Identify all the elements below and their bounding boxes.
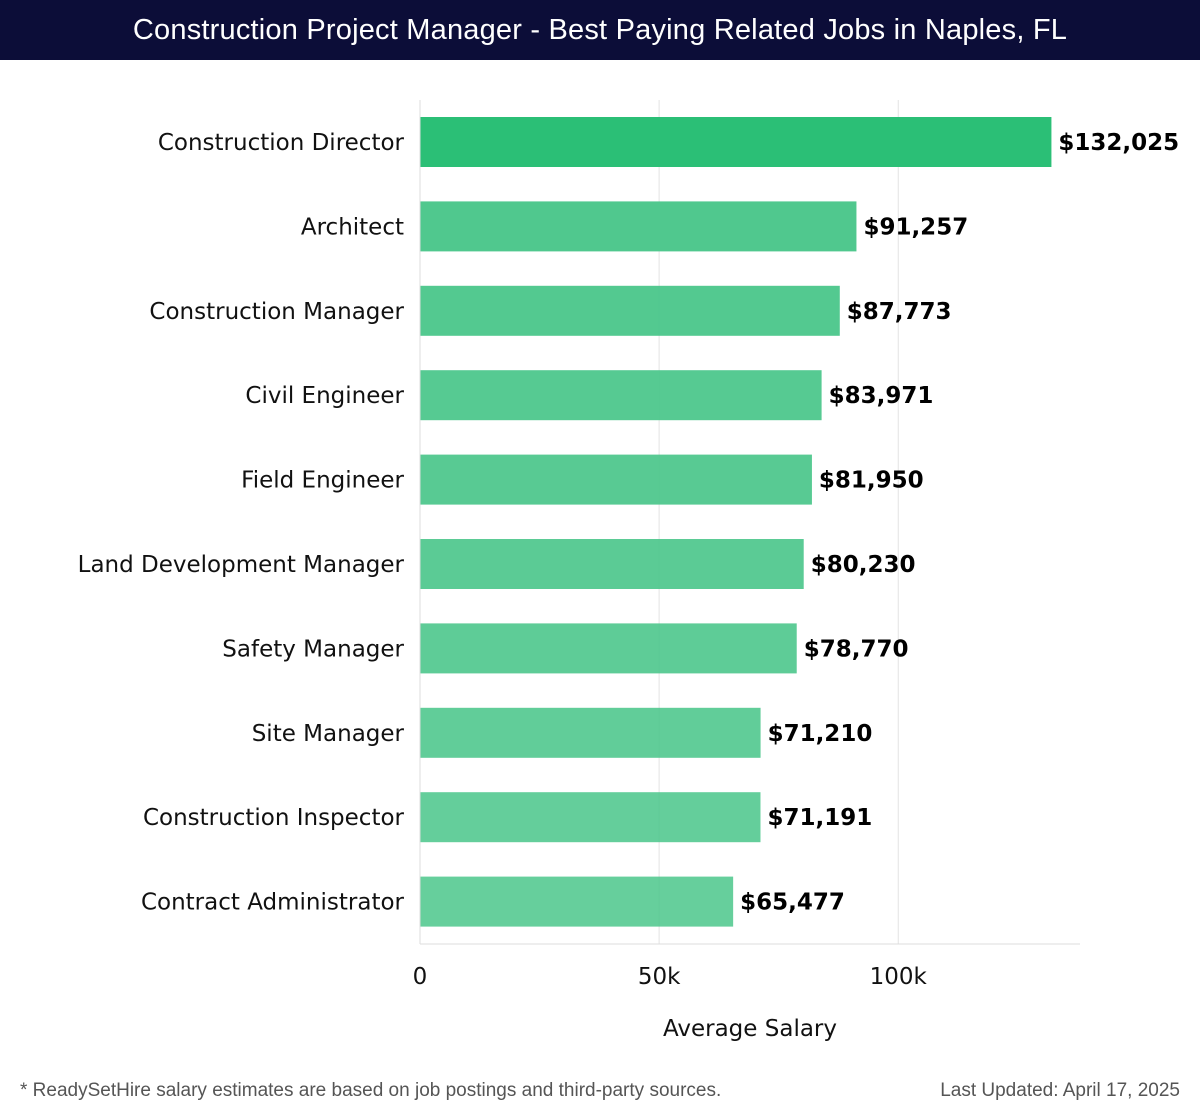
value-label-3: $83,971 — [829, 383, 934, 409]
bar-8 — [420, 792, 761, 843]
category-label-5: Land Development Manager — [78, 552, 405, 578]
category-label-7: Site Manager — [252, 721, 405, 747]
value-label-7: $71,210 — [768, 721, 873, 747]
category-label-1: Architect — [301, 214, 404, 240]
bar-7 — [420, 707, 761, 758]
bar-2 — [420, 285, 840, 336]
bar-1 — [420, 201, 857, 252]
value-label-8: $71,191 — [767, 805, 872, 831]
category-labels: Construction Director Architect Constructi… — [78, 130, 405, 916]
category-label-6: Safety Manager — [222, 636, 404, 662]
category-label-0: Construction Director — [158, 130, 405, 156]
value-label-2: $87,773 — [847, 299, 952, 325]
bar-0 — [420, 117, 1052, 167]
category-label-8: Construction Inspector — [143, 805, 405, 831]
category-label-2: Construction Manager — [149, 299, 404, 325]
value-label-1: $91,257 — [863, 214, 968, 240]
value-label-4: $81,950 — [819, 468, 924, 494]
bar-9 — [420, 876, 734, 927]
value-label-9: $65,477 — [740, 890, 845, 916]
x-tick-label-0: 0 — [413, 964, 428, 990]
category-label-9: Contract Administrator — [141, 890, 405, 916]
x-tick-label-1: 50k — [638, 964, 681, 990]
value-label-0: $132,025 — [1058, 130, 1179, 156]
bars — [420, 117, 1052, 927]
value-label-5: $80,230 — [811, 552, 916, 578]
x-axis-label: Average Salary — [663, 1016, 837, 1042]
chart-title: Construction Project Manager - Best Payi… — [0, 0, 1200, 60]
category-label-3: Civil Engineer — [245, 383, 404, 409]
value-label-6: $78,770 — [804, 636, 909, 662]
x-tick-label-2: 100k — [870, 964, 928, 990]
bar-6 — [420, 623, 797, 674]
last-updated: Last Updated: April 17, 2025 — [940, 1080, 1180, 1101]
x-axis: 0 50k 100k — [413, 100, 1080, 990]
bar-5 — [420, 539, 804, 589]
category-label-4: Field Engineer — [241, 468, 404, 494]
bar-4 — [420, 454, 812, 505]
bar-3 — [420, 370, 822, 421]
value-labels: $132,025 $91,257 $87,773 $83,971 $81,950 $80,… — [740, 130, 1179, 916]
footer-note: * ReadySetHire salary estimates are base… — [20, 1080, 722, 1101]
